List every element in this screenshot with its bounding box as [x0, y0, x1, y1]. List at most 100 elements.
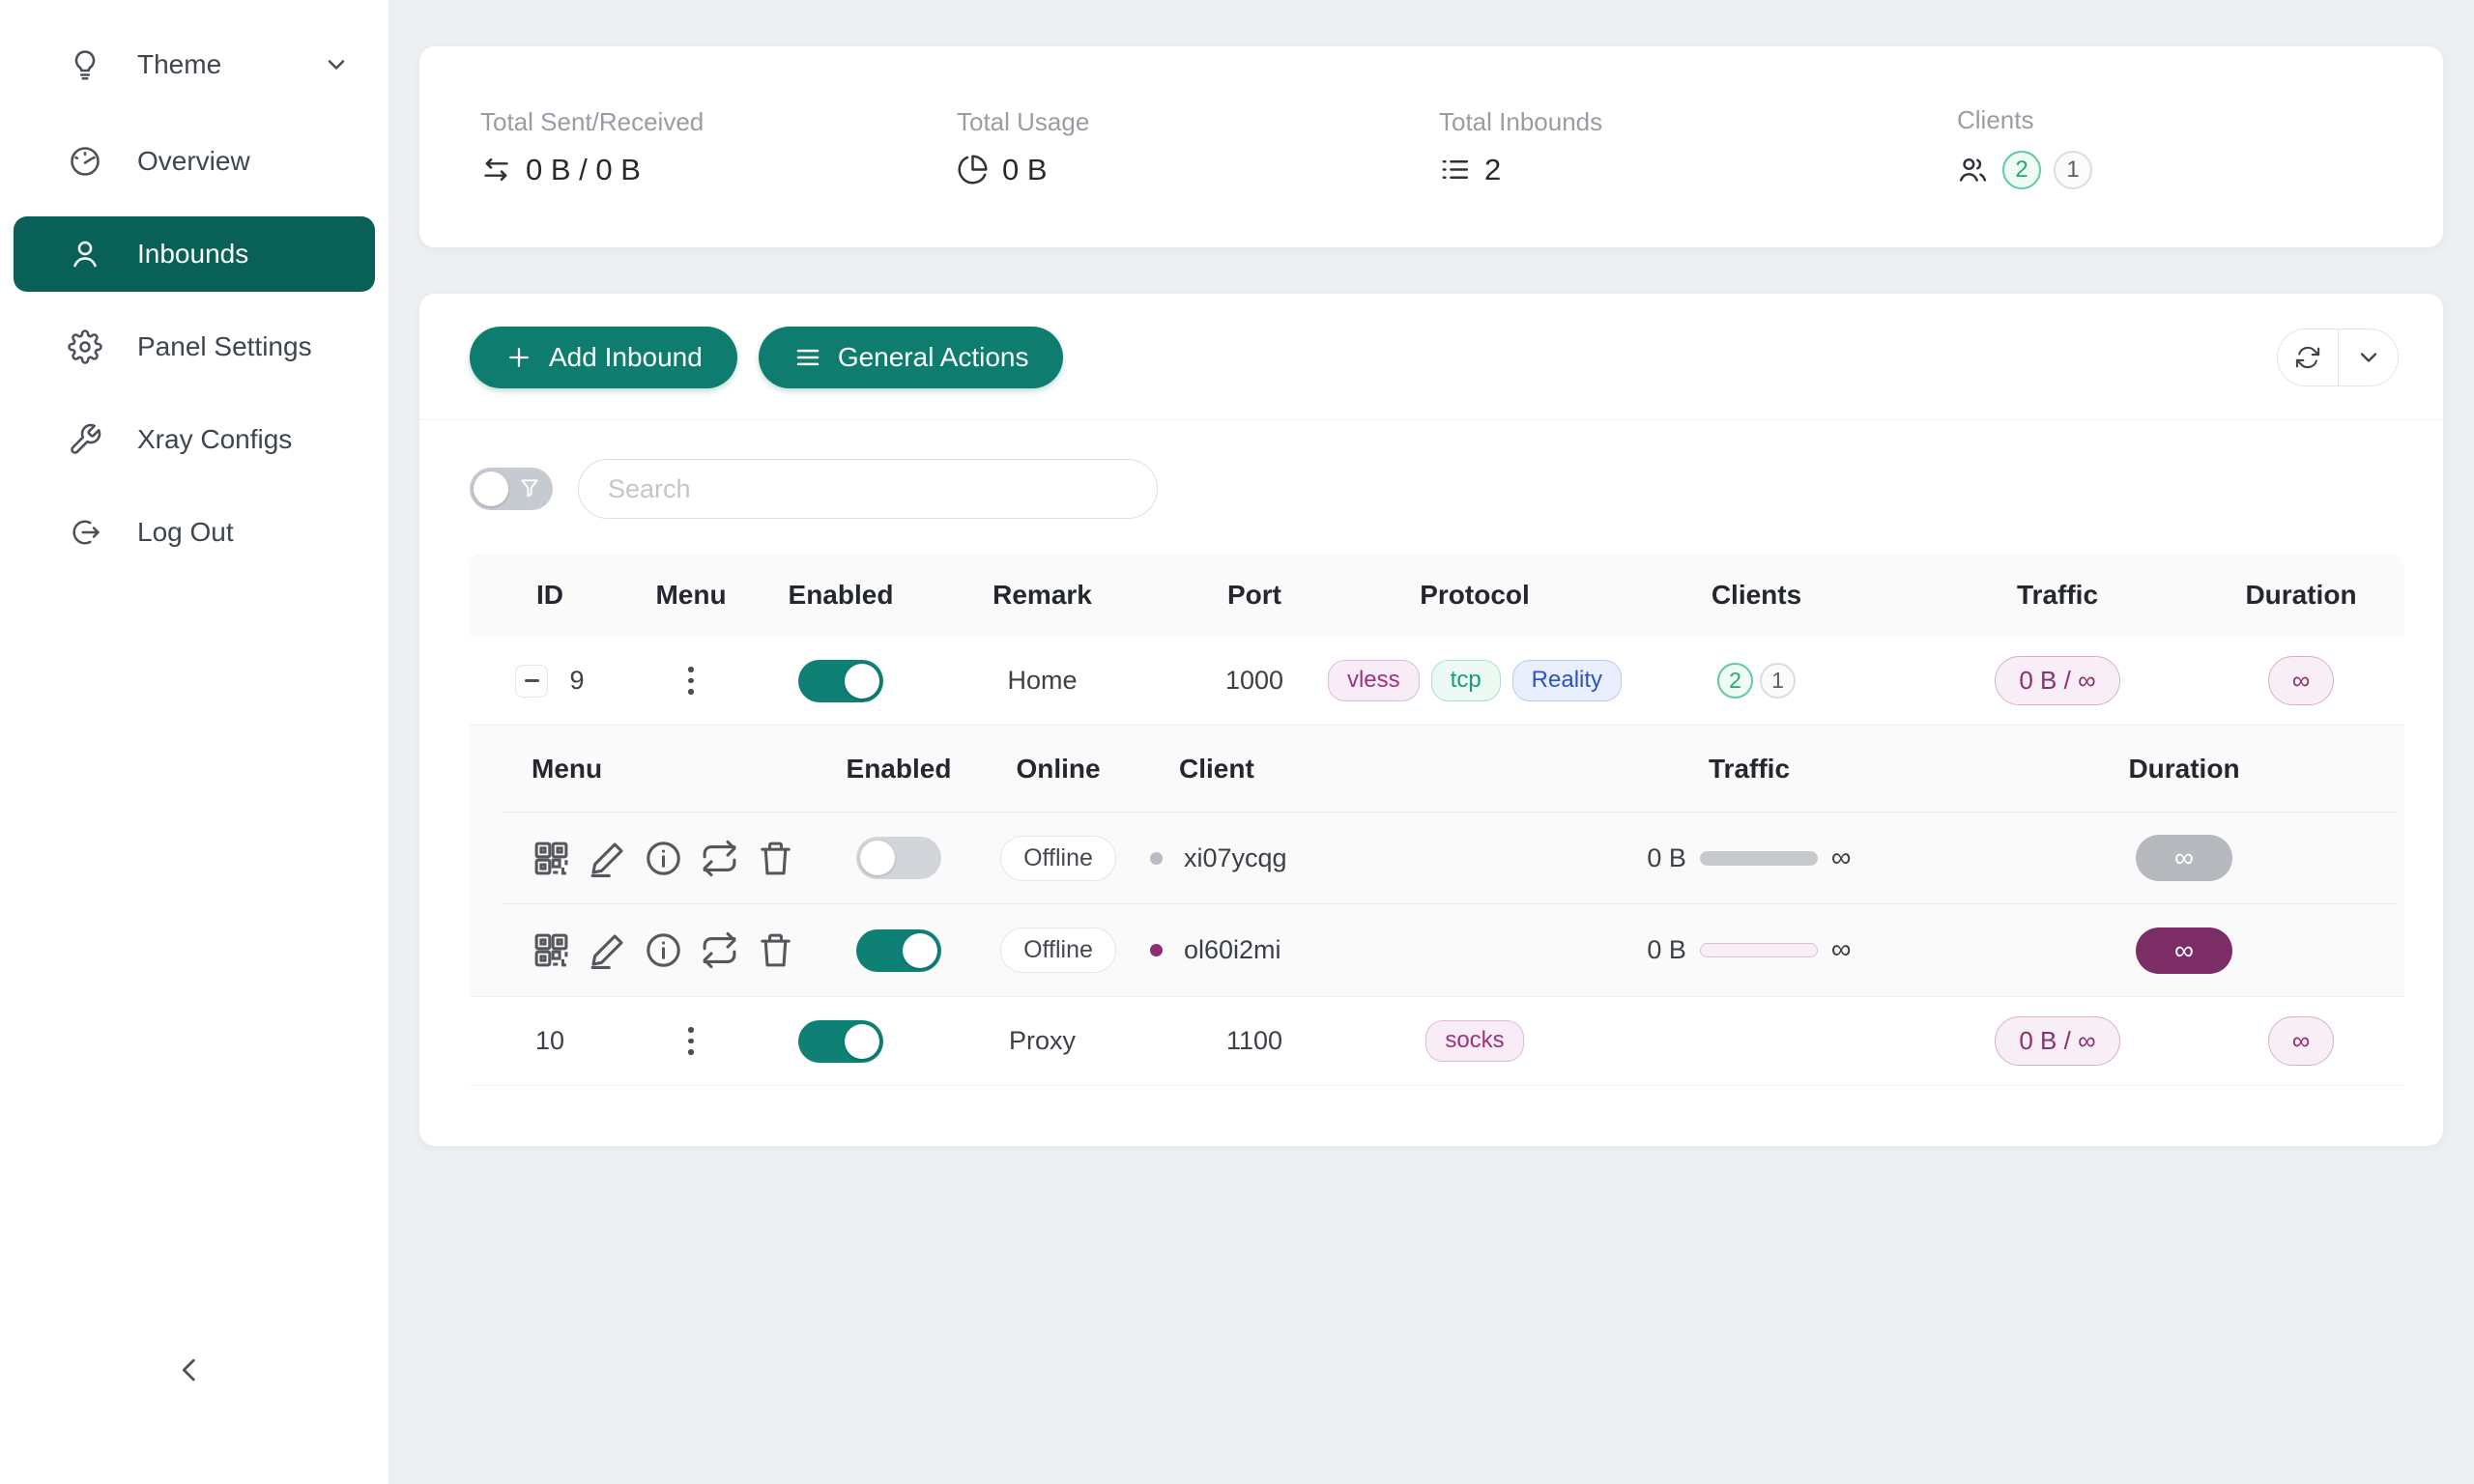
- qr-code-icon[interactable]: [532, 930, 571, 970]
- stat-value: 2: [1484, 152, 1502, 186]
- reset-traffic-icon[interactable]: [700, 930, 739, 970]
- client-row: Offline ol60i2mi 0 B ∞ ∞: [503, 904, 2397, 996]
- delete-icon[interactable]: [756, 930, 795, 970]
- client-traffic-value: 0 B: [1647, 935, 1686, 964]
- traffic-pill: 0 B / ∞: [1995, 1016, 2120, 1066]
- reset-traffic-icon[interactable]: [700, 839, 739, 878]
- stat-label: Total Usage: [957, 106, 1090, 136]
- security-tag: Reality: [1511, 660, 1623, 701]
- stat-total-sent-received: Total Sent/Received 0 B / 0 B: [480, 107, 957, 187]
- row-menu-button[interactable]: [680, 1019, 702, 1063]
- delete-icon[interactable]: [756, 839, 795, 878]
- toggle-knob: [474, 471, 508, 506]
- qr-code-icon[interactable]: [532, 839, 571, 878]
- collapse-row-button[interactable]: [515, 664, 549, 698]
- toolbar-divider: [419, 419, 2443, 420]
- header-traffic: Traffic: [1708, 753, 1791, 784]
- info-icon[interactable]: [644, 930, 683, 970]
- header-duration: Duration: [2128, 753, 2240, 784]
- users-icon: [1957, 154, 1989, 186]
- clients-active-badge: 2: [2002, 150, 2041, 189]
- protocol-tag: socks: [1425, 1020, 1524, 1062]
- client-name: ol60i2mi: [1184, 935, 1281, 964]
- sidebar-item-xray-configs[interactable]: Xray Configs: [14, 402, 375, 477]
- list-icon: [1439, 154, 1471, 186]
- client-enabled-toggle[interactable]: [856, 837, 941, 879]
- inbound-id: 9: [569, 666, 585, 695]
- sidebar-item-inbounds[interactable]: Inbounds: [14, 216, 375, 292]
- sidebar-item-label: Log Out: [137, 517, 234, 547]
- header-menu: Menu: [532, 753, 603, 784]
- transport-tag: tcp: [1430, 660, 1501, 701]
- header-port: Port: [1227, 580, 1281, 610]
- client-row: Offline xi07ycqg 0 B ∞ ∞: [503, 813, 2397, 904]
- toggle-knob: [845, 1023, 879, 1059]
- clients-deactive-badge: 1: [2054, 150, 2092, 189]
- general-actions-button[interactable]: General Actions: [758, 327, 1064, 388]
- row-menu-button[interactable]: [680, 659, 702, 702]
- refresh-button[interactable]: [2278, 329, 2338, 385]
- sidebar-item-panel-settings[interactable]: Panel Settings: [14, 309, 375, 385]
- search-row: [419, 420, 2443, 519]
- online-status-badge: Offline: [1000, 928, 1116, 973]
- traffic-pill: 0 B / ∞: [1995, 656, 2120, 705]
- inbound-enabled-toggle[interactable]: [798, 659, 883, 702]
- gear-icon: [68, 329, 102, 364]
- online-status-badge: Offline: [1000, 835, 1116, 881]
- info-icon[interactable]: [644, 839, 683, 878]
- protocol-tag: vless: [1327, 660, 1420, 701]
- add-inbound-button[interactable]: Add Inbound: [470, 327, 737, 388]
- funnel-icon: [517, 476, 542, 501]
- stat-clients: Clients 2 1: [1957, 105, 2443, 189]
- main-content: Total Sent/Received 0 B / 0 B Total Usag…: [388, 0, 2474, 1484]
- chevron-left-icon: [182, 1358, 195, 1382]
- clients-active-badge: 2: [1717, 663, 1753, 699]
- sidebar-item-log-out[interactable]: Log Out: [14, 495, 375, 570]
- stat-total-usage: Total Usage 0 B: [957, 107, 1439, 187]
- sidebar-item-label: Panel Settings: [137, 331, 312, 361]
- stat-value: 0 B: [1002, 152, 1048, 186]
- stat-label: Total Sent/Received: [480, 106, 705, 136]
- duration-pill: ∞: [2267, 656, 2335, 705]
- table-row: 10 Proxy 1100 socks 0 B / ∞ ∞: [470, 997, 2404, 1086]
- sidebar-item-label: Overview: [137, 146, 250, 176]
- inbound-port: 1000: [1224, 666, 1284, 695]
- header-remark: Remark: [992, 580, 1092, 610]
- pie-chart-icon: [957, 154, 989, 186]
- lightbulb-icon: [68, 47, 102, 82]
- dashboard-icon: [68, 144, 102, 179]
- inbound-enabled-toggle[interactable]: [798, 1019, 883, 1063]
- chevron-down-icon: [2360, 353, 2376, 362]
- duration-pill: ∞: [2136, 835, 2232, 881]
- traffic-progress-bar: [1699, 850, 1818, 866]
- filter-toggle[interactable]: [470, 468, 553, 510]
- sidebar-item-theme[interactable]: Theme: [14, 27, 375, 102]
- sidebar-item-overview[interactable]: Overview: [14, 124, 375, 199]
- header-duration: Duration: [2245, 580, 2357, 610]
- chevron-down-icon: [323, 51, 350, 78]
- user-icon: [68, 237, 102, 271]
- client-subtable: Menu Enabled Online Client Traffic Durat…: [470, 726, 2404, 997]
- duration-pill: ∞: [2136, 927, 2232, 974]
- table-row: 9 Home 1000 vless tcp Reality 2 1 0 B / …: [470, 637, 2404, 726]
- toggle-knob: [845, 663, 879, 699]
- edit-icon[interactable]: [588, 930, 627, 970]
- inbound-port: 1100: [1225, 1026, 1283, 1055]
- search-input[interactable]: [578, 459, 1158, 519]
- header-clients: Clients: [1711, 580, 1802, 610]
- client-status-dot: [1150, 851, 1163, 865]
- client-header-row: Menu Enabled Online Client Traffic Durat…: [503, 726, 2397, 813]
- client-enabled-toggle[interactable]: [856, 928, 941, 972]
- inbound-remark: Home: [1007, 666, 1078, 695]
- inbounds-table: ID Menu Enabled Remark Port Protocol Cli…: [470, 554, 2404, 1086]
- edit-icon[interactable]: [588, 839, 627, 878]
- refresh-options-button[interactable]: [2338, 329, 2398, 385]
- toggle-knob: [903, 932, 937, 968]
- header-enabled: Enabled: [846, 753, 952, 784]
- sidebar-collapse-button[interactable]: [164, 1345, 215, 1395]
- client-traffic-value: 0 B: [1647, 842, 1686, 872]
- header-online: Online: [1016, 753, 1101, 784]
- clients-deactive-badge: 1: [1760, 663, 1796, 699]
- toggle-knob: [860, 841, 895, 875]
- header-id: ID: [536, 580, 563, 610]
